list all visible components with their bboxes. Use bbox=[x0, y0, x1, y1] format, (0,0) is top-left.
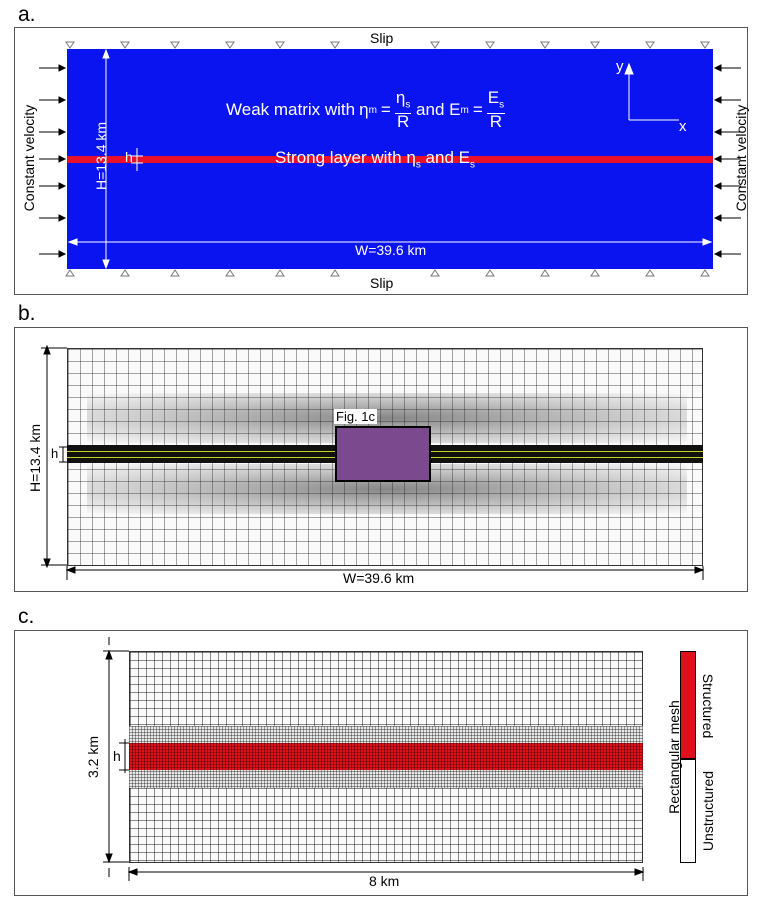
top-boundary-label: Slip bbox=[370, 30, 394, 46]
layer-e: E bbox=[458, 148, 470, 167]
layer-and: and bbox=[420, 148, 459, 167]
panel-a-height-label: H=13.4 km bbox=[93, 121, 109, 191]
bottom-rollers bbox=[65, 269, 710, 277]
panel-a-width-label: W=39.6 km bbox=[355, 242, 427, 258]
legend-structured-label: Structured bbox=[700, 673, 716, 739]
panel-b-height-label: H=13.4 km bbox=[27, 423, 43, 493]
layer-prefix: Strong layer with bbox=[275, 148, 407, 167]
panel-c: 3.2 km 8 km h Rectangular mesh Structure… bbox=[14, 630, 748, 896]
axis-x-label: x bbox=[679, 118, 687, 135]
panel-a: Slip Slip Constant velocity Constant vel… bbox=[14, 27, 749, 295]
panel-b-h-label: h bbox=[51, 446, 59, 461]
panel-c-height-label: 3.2 km bbox=[85, 736, 101, 779]
eta-m: η bbox=[359, 100, 369, 120]
panel-c-label: c. bbox=[18, 605, 35, 628]
matrix-and: and bbox=[411, 100, 450, 120]
panel-b-width-label: W=39.6 km bbox=[343, 570, 415, 586]
e-s-num-sub: s bbox=[499, 99, 505, 111]
e-fraction: Es R bbox=[486, 88, 506, 132]
panel-a-label: a. bbox=[18, 3, 36, 26]
structured-layer bbox=[129, 743, 643, 770]
panel-b-label: b. bbox=[18, 302, 36, 325]
eta-s-num: η bbox=[395, 88, 406, 107]
strong-layer bbox=[67, 156, 713, 163]
eta-fraction: ηs R bbox=[394, 88, 412, 132]
bottom-boundary-label: Slip bbox=[370, 275, 394, 291]
inset-box bbox=[335, 426, 431, 482]
e-s-num: E bbox=[487, 88, 500, 107]
strong-layer-label: Strong layer with ηs and Es bbox=[275, 148, 475, 170]
e-m-sub: m bbox=[460, 104, 469, 116]
panel-b-dimensions bbox=[41, 344, 705, 580]
axis-y-label: y bbox=[616, 58, 624, 75]
layer-eta-sub: s bbox=[415, 159, 421, 171]
eta-m-sub: m bbox=[368, 104, 377, 116]
e-denominator: R bbox=[489, 112, 503, 132]
legend-unstructured-swatch bbox=[680, 759, 696, 863]
layer-e-sub: s bbox=[469, 159, 475, 171]
legend-unstructured-label: Unstructured bbox=[700, 770, 716, 852]
panel-c-width-label: 8 km bbox=[369, 873, 400, 889]
right-velocity-arrows bbox=[713, 64, 741, 258]
inset-label: Fig. 1c bbox=[334, 409, 378, 424]
legend-structured-swatch bbox=[680, 651, 696, 759]
panel-a-h-label: h bbox=[125, 149, 133, 165]
eta-s-num-sub: s bbox=[405, 99, 411, 111]
top-rollers bbox=[65, 41, 710, 49]
matrix-prefix: Weak matrix with bbox=[226, 100, 356, 120]
layer-eta: η bbox=[406, 148, 416, 167]
panel-c-h-label: h bbox=[113, 748, 121, 764]
legend-title: Rectangular mesh bbox=[666, 700, 682, 814]
panel-a-annotations bbox=[39, 41, 741, 277]
panel-b: Fig. 1c H=13.4 km W=39.6 km h bbox=[14, 327, 748, 592]
eta-denominator: R bbox=[396, 112, 410, 132]
panel-c-dimensions bbox=[103, 637, 645, 881]
left-velocity-arrows bbox=[39, 64, 67, 258]
e-m: E bbox=[449, 100, 461, 120]
